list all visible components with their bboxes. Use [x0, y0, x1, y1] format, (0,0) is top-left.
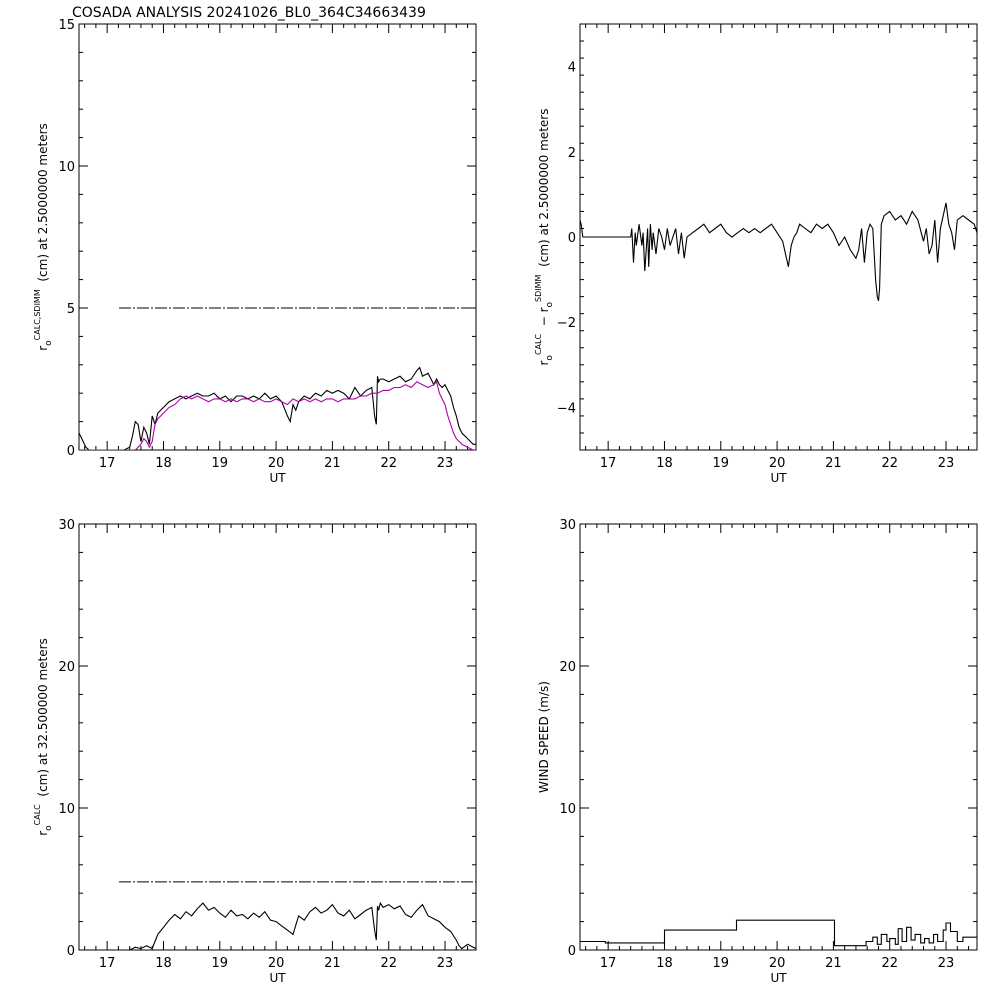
y-tick-label: 30 — [559, 518, 576, 533]
y-tick-label: 20 — [559, 660, 576, 675]
x-tick-label: 23 — [938, 956, 955, 971]
x-tick-label: 18 — [656, 456, 673, 471]
y-tick-label: 0 — [67, 444, 75, 459]
series-line-black — [580, 919, 977, 947]
x-axis-title: UT — [269, 971, 286, 985]
x-tick-label: 21 — [324, 456, 341, 471]
x-tick-label: 19 — [713, 456, 730, 471]
x-tick-label: 19 — [212, 956, 229, 971]
figure-title: COSADA ANALYSIS 20241026_BL0_364C3466343… — [72, 5, 426, 21]
x-tick-label: 21 — [324, 956, 341, 971]
x-tick-label: 18 — [155, 456, 172, 471]
x-tick-label: 22 — [380, 956, 397, 971]
x-axis-title: UT — [770, 971, 787, 985]
plot-frame — [78, 23, 477, 451]
x-tick-label: 22 — [380, 456, 397, 471]
y-tick-label: 20 — [58, 660, 75, 675]
x-tick-label: 23 — [938, 456, 955, 471]
x-tick-label: 17 — [99, 456, 116, 471]
x-tick-label: 23 — [437, 956, 454, 971]
y-tick-label: 2 — [568, 146, 576, 161]
y-tick-label: 5 — [67, 302, 75, 317]
x-tick-label: 23 — [437, 456, 454, 471]
y-tick-label: 0 — [568, 231, 576, 246]
series-line-black — [79, 901, 476, 950]
x-tick-label: 21 — [825, 956, 842, 971]
panel-top-right-ro-difference-chart: 17 18 19 20 21 22 23 −4 −2 0 2 4 UT roCALC − roSDIMM … — [534, 23, 978, 485]
series-line-black — [79, 366, 476, 450]
x-tick-label: 22 — [881, 456, 898, 471]
y-tick-label: 10 — [559, 802, 576, 817]
x-axis-title: UT — [269, 471, 286, 485]
panel-bottom-right-wind-speed-chart: 17 18 19 20 21 22 23 0 10 20 30 UT WIND SPEED (m/s) — [537, 518, 978, 985]
panel-top-left-ro-calc-sdimm-chart: 17 18 19 20 21 22 23 0 5 10 15 UT roCALC,SDIMM (cm) … — [33, 18, 477, 485]
x-tick-label: 17 — [600, 456, 617, 471]
x-tick-label: 20 — [268, 456, 285, 471]
x-tick-label: 19 — [212, 456, 229, 471]
y-axis-title: WIND SPEED (m/s) — [537, 681, 551, 793]
x-tick-label: 20 — [268, 956, 285, 971]
x-tick-label: 19 — [713, 956, 730, 971]
x-tick-label: 20 — [769, 956, 786, 971]
y-tick-label: 10 — [58, 802, 75, 817]
y-tick-label: 0 — [67, 944, 75, 959]
x-tick-label: 20 — [769, 456, 786, 471]
x-tick-label: 21 — [825, 456, 842, 471]
series-line-magenta — [79, 380, 476, 450]
y-tick-label: 10 — [58, 160, 75, 175]
series-line-black — [580, 202, 977, 302]
y-axis-title: roCALC,SDIMM (cm) at 2.5000000 meters — [33, 123, 54, 351]
y-tick-label: 0 — [568, 944, 576, 959]
x-tick-label: 17 — [600, 956, 617, 971]
x-tick-label: 22 — [881, 956, 898, 971]
plot-frame — [579, 23, 978, 451]
y-tick-label: 4 — [568, 61, 576, 76]
y-tick-label: 15 — [58, 18, 75, 33]
panel-bottom-left-ro-calc-32m-chart: 17 18 19 20 21 22 23 0 10 20 30 UT roCALC (cm) at 32… — [33, 518, 477, 985]
x-axis-title: UT — [770, 471, 787, 485]
y-axis-title: roCALC − roSDIMM (cm) at 2.5000000 meter… — [534, 109, 555, 366]
y-tick-label: −2 — [557, 316, 576, 331]
y-axis-title: roCALC (cm) at 32.500000 meters — [33, 638, 54, 836]
x-tick-label: 18 — [155, 956, 172, 971]
plot-frame — [579, 523, 978, 951]
plot-frame — [78, 523, 477, 951]
x-tick-label: 18 — [656, 956, 673, 971]
y-tick-label: −4 — [557, 401, 576, 416]
y-tick-label: 30 — [58, 518, 75, 533]
x-tick-label: 17 — [99, 956, 116, 971]
